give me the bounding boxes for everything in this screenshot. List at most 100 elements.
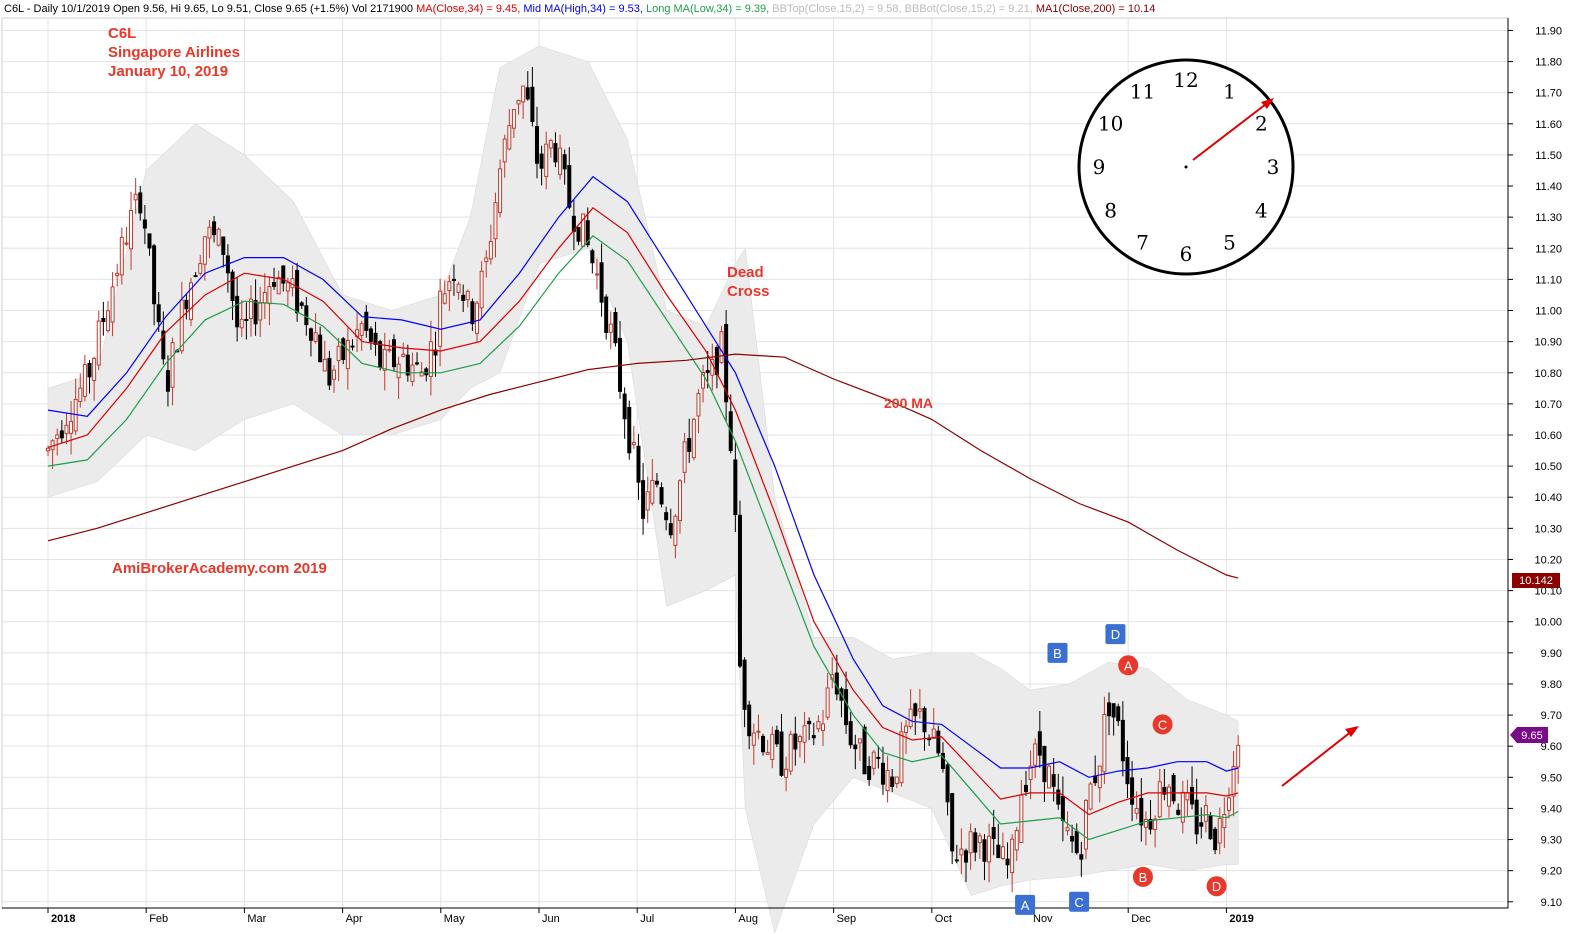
y-tick-label-27: 11.80 <box>1535 57 1562 69</box>
ma200-flag-box <box>1512 573 1560 588</box>
candle-body <box>258 302 263 321</box>
candle-body <box>461 294 466 301</box>
candle-body <box>931 728 936 739</box>
candle-body <box>1217 817 1222 844</box>
candle-body <box>221 236 226 255</box>
candle-body <box>391 339 396 368</box>
candle-body <box>101 317 106 323</box>
y-tick-label-13: 10.40 <box>1534 492 1562 504</box>
x-tick-label-12: 2019 <box>1229 913 1253 925</box>
candle-body <box>1139 797 1144 826</box>
candle-body <box>954 859 959 862</box>
series-line-1 <box>47 206 1239 816</box>
candle-body <box>110 286 115 323</box>
x-tick-label-5: Jun <box>542 913 560 925</box>
candle-body <box>133 193 138 201</box>
candle-body <box>784 768 789 778</box>
candle-body <box>544 143 549 177</box>
candle-body <box>844 689 849 726</box>
candle-body <box>599 262 604 303</box>
candle-body <box>147 233 152 249</box>
candle-body <box>1047 765 1052 789</box>
candle-body <box>894 776 899 784</box>
candle-body <box>793 733 798 750</box>
candle-body <box>456 283 461 294</box>
candle-body <box>345 340 350 370</box>
candle-body <box>193 275 198 278</box>
candle-body <box>654 480 659 485</box>
candle-body <box>1051 773 1056 787</box>
candle-body <box>479 270 484 309</box>
clock-figure: 12 12 3 45 6 78 9 10 11 <box>1077 58 1295 276</box>
candle-body <box>631 441 636 446</box>
candle-body <box>230 271 235 301</box>
candle-body <box>1000 846 1005 860</box>
candle-body <box>341 338 346 360</box>
y-tick-label-7: 9.80 <box>1541 679 1562 691</box>
candle-body <box>973 832 978 853</box>
candle-body <box>797 736 802 743</box>
series-line-3 <box>47 353 1239 579</box>
candle-body <box>977 835 982 844</box>
candle-body <box>1019 794 1024 844</box>
candle-body <box>668 523 673 536</box>
candle-body <box>507 125 512 150</box>
x-tick-label-3: Apr <box>346 913 363 925</box>
candle-body <box>936 730 941 754</box>
candle-body <box>382 348 387 371</box>
candle-body <box>714 347 719 375</box>
candle-body <box>419 371 424 377</box>
candle-body <box>498 168 503 213</box>
candle-body <box>1093 775 1098 784</box>
candle-body <box>761 735 766 753</box>
candle-body <box>539 153 544 169</box>
y-tick-label-26: 11.70 <box>1535 88 1562 100</box>
y-tick-label-21: 11.20 <box>1535 243 1562 255</box>
candle-body <box>1033 743 1038 766</box>
candle-body <box>1088 783 1093 810</box>
candle-body <box>1010 838 1015 874</box>
candle-body <box>705 370 710 374</box>
candle-body <box>1222 814 1227 829</box>
candle-body <box>636 445 641 483</box>
bb-band-area <box>47 45 1239 934</box>
candle-body <box>917 708 922 712</box>
candle-body <box>272 282 277 287</box>
candle-body <box>299 302 304 306</box>
clock-number-6: 6 <box>1180 242 1193 266</box>
candle-body <box>673 515 678 546</box>
candle-body <box>940 752 945 770</box>
candle-body <box>465 290 470 301</box>
candle-body <box>96 320 101 366</box>
candle-body <box>1005 858 1010 866</box>
candle-body <box>756 730 761 733</box>
candle-body <box>1070 835 1075 842</box>
candle-body <box>922 707 927 733</box>
candle-body <box>179 299 184 352</box>
candle-body <box>590 250 595 264</box>
x-tick-label-9: Oct <box>935 913 952 925</box>
clock-number-9: 9 <box>1093 155 1106 179</box>
candlesticks <box>46 67 1241 893</box>
candle-body <box>719 331 724 364</box>
candle-body <box>1120 719 1125 762</box>
candle-body <box>871 751 876 769</box>
candle-body <box>189 282 194 321</box>
candle-body <box>142 219 147 229</box>
candle-body <box>899 731 904 784</box>
candle-body <box>119 236 124 276</box>
candle-body <box>968 831 973 854</box>
x-tick-label-0: 2018 <box>51 913 75 925</box>
circle-marker-label-C: C <box>1158 717 1167 732</box>
candle-body <box>424 368 429 376</box>
candle-body <box>401 353 406 357</box>
candle-body <box>1148 819 1153 830</box>
candle-body <box>1102 713 1107 773</box>
candle-body <box>1153 818 1158 831</box>
candle-body <box>682 441 687 473</box>
candle-body <box>945 764 950 803</box>
square-marker-label-D: D <box>1111 627 1120 642</box>
candle-body <box>105 310 110 332</box>
clock-numbers: 12 12 3 45 6 78 9 10 11 <box>1093 68 1280 266</box>
candle-body <box>253 300 258 325</box>
